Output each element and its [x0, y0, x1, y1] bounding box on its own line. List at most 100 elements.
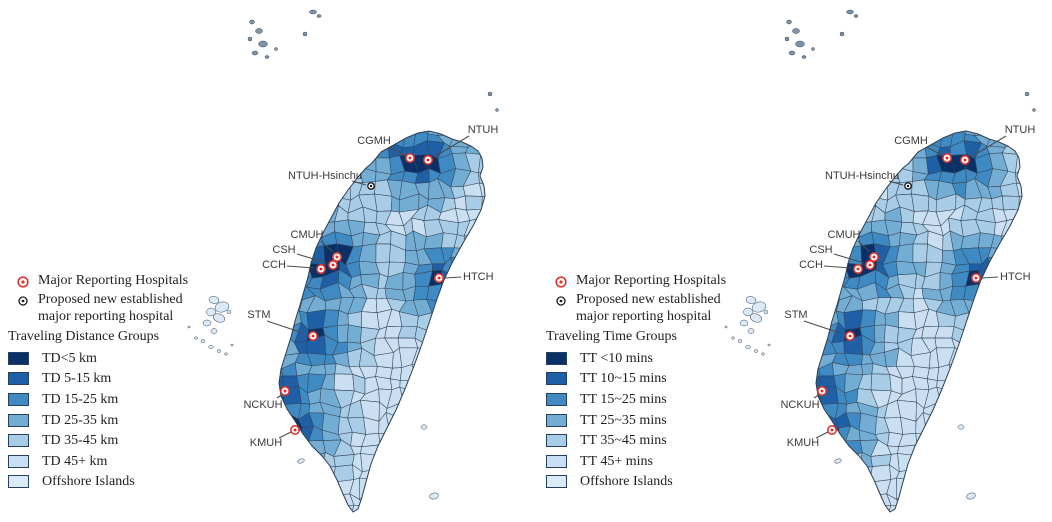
major-hospital-marker-icon — [959, 155, 970, 166]
major-hospital-marker-icon — [864, 259, 875, 270]
hospital-label: CCH — [799, 259, 823, 271]
map-traveling-time: CGMH NTUH NTUH-Hsinchu CMUH CSH CCH HTCH STM NCK… — [724, 9, 1036, 513]
hospital-label: CMUH — [291, 229, 324, 241]
legend-swatch — [8, 454, 29, 468]
hospital-label: CGMH — [357, 135, 391, 147]
legend-item-major-hospitals: Major Reporting Hospitals — [8, 272, 238, 289]
major-hospital-marker-icon — [970, 272, 981, 283]
hospital-cmuh: CMUH — [828, 229, 879, 263]
legend-group-title: Traveling Distance Groups — [8, 329, 160, 344]
legend-group-title: Traveling Time Groups — [546, 329, 677, 344]
major-hospital-marker-icon — [868, 252, 879, 263]
major-hospital-legend-icon — [555, 276, 567, 288]
legend-class-label: TD<5 km — [42, 350, 97, 366]
legend-class-item-3: TD 25-35 km — [8, 410, 238, 431]
hospital-label: CSH — [809, 244, 832, 256]
legend-class-label: TT 15~25 mins — [580, 391, 667, 407]
legend-item-proposed-hospital: Proposed new established major reporting … — [546, 291, 776, 325]
hospital-cmuh: CMUH — [291, 229, 342, 263]
legend-swatch — [8, 475, 29, 489]
hospital-label: CCH — [262, 259, 286, 271]
major-hospital-marker-icon — [307, 330, 318, 341]
hospital-cgmh: CGMH — [357, 135, 415, 164]
legend-class-label: TT 35~45 mins — [580, 433, 667, 449]
legend-swatch — [8, 372, 29, 386]
hospital-stm: STM — [784, 309, 855, 341]
hospital-htch: HTCH — [433, 271, 494, 283]
hospital-label: CGMH — [894, 135, 928, 147]
legend-class-label: TD 25-35 km — [42, 412, 119, 428]
hospital-label: STM — [247, 309, 270, 321]
hospital-cch: CCH — [799, 259, 863, 274]
hospital-label: KMUH — [250, 437, 282, 449]
legend-item-major-hospitals: Major Reporting Hospitals — [546, 272, 776, 289]
legend-class-item-5: TT 45+ mins — [546, 451, 776, 472]
major-hospital-marker-icon — [852, 263, 863, 274]
major-hospital-marker-icon — [826, 424, 837, 435]
hospital-nckuh: NCKUH — [243, 385, 290, 411]
hospital-ntuh-hsinchu: NTUH-Hsinchu — [825, 170, 912, 190]
hospital-label: NTUH — [1005, 124, 1036, 136]
legend-swatch — [546, 413, 567, 427]
hospital-cch: CCH — [262, 259, 326, 274]
hospital-ntuh: NTUH — [959, 124, 1036, 166]
offshore-islands — [724, 9, 1036, 500]
legend-class-label: Offshore Islands — [580, 474, 673, 490]
legend-label: Major Reporting Hospitals — [38, 273, 189, 288]
hospital-stm: STM — [247, 309, 318, 341]
hospital-kmuh: KMUH — [787, 424, 837, 449]
hospital-label: HTCH — [1000, 271, 1031, 283]
hospital-csh: CSH — [272, 244, 338, 270]
major-hospital-marker-icon — [315, 263, 326, 274]
hospital-label: NTUH-Hsinchu — [288, 170, 362, 182]
hospital-label: CMUH — [828, 229, 861, 241]
legend-label: Proposed new established major reporting … — [576, 292, 721, 324]
township-choropleth — [816, 131, 1022, 512]
legend-class-item-1: TT 10~15 mins — [546, 369, 776, 390]
legend-class-label: TT 25~35 mins — [580, 412, 667, 428]
legend-item-proposed-hospital: Proposed new established major reporting … — [8, 291, 238, 325]
hospital-label: NCKUH — [243, 399, 282, 411]
legend-traveling-time: Major Reporting Hospitals Proposed new es… — [546, 272, 776, 492]
legend-class-item-0: TT <10 mins — [546, 348, 776, 369]
hospital-label: NTUH-Hsinchu — [825, 170, 899, 182]
major-hospital-marker-icon — [941, 153, 952, 164]
hospital-label: NTUH — [468, 124, 499, 136]
hospital-csh: CSH — [809, 244, 875, 270]
legend-class-label: Offshore Islands — [42, 474, 135, 490]
proposed-hospital-legend-icon — [556, 296, 566, 306]
legend-class-label: TT <10 mins — [580, 350, 653, 366]
proposed-hospital-legend-icon — [18, 296, 28, 306]
hospital-label: CSH — [272, 244, 295, 256]
legend-class-label: TD 35-45 km — [42, 433, 119, 449]
major-hospital-marker-icon — [816, 385, 827, 396]
legend-class-item-5: TD 45+ km — [8, 451, 238, 472]
legend-swatch — [546, 454, 567, 468]
legend-traveling-distance: Major Reporting Hospitals Proposed new es… — [8, 272, 238, 492]
major-hospital-marker-icon — [279, 385, 290, 396]
legend-swatch — [546, 372, 567, 386]
legend-class-label: TT 10~15 mins — [580, 371, 667, 387]
hospital-ntuh: NTUH — [422, 124, 499, 166]
legend-class-label: TD 15-25 km — [42, 391, 119, 407]
legend-swatch — [8, 392, 29, 406]
legend-swatch — [546, 434, 567, 448]
legend-class-label: TD 45+ km — [42, 453, 108, 469]
legend-class-item-6: Offshore Islands — [546, 472, 776, 493]
major-hospital-marker-icon — [433, 272, 444, 283]
hospital-label: HTCH — [463, 271, 494, 283]
legend-class-label: TD 5-15 km — [42, 371, 112, 387]
legend-swatch — [546, 351, 567, 365]
major-hospital-marker-icon — [422, 155, 433, 166]
legend-class-item-6: Offshore Islands — [8, 472, 238, 493]
legend-class-item-3: TT 25~35 mins — [546, 410, 776, 431]
legend-class-item-2: TT 15~25 mins — [546, 389, 776, 410]
major-hospital-marker-icon — [289, 424, 300, 435]
major-hospital-legend-icon — [17, 276, 29, 288]
legend-swatch — [546, 392, 567, 406]
hospital-ntuh-hsinchu: NTUH-Hsinchu — [288, 170, 375, 190]
hospital-label: KMUH — [787, 437, 819, 449]
hospital-label: NCKUH — [780, 399, 819, 411]
legend-swatch — [8, 434, 29, 448]
